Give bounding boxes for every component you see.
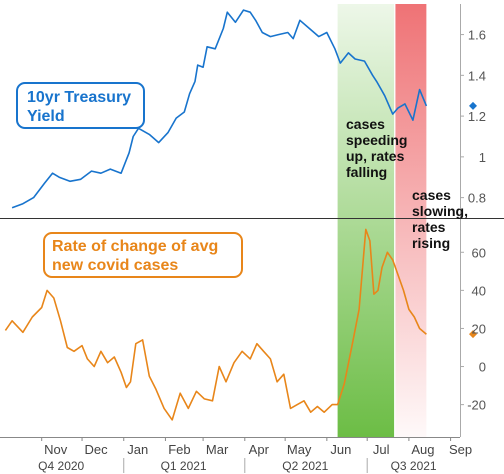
month-label: Aug [411, 442, 434, 457]
series-line-treasury [11, 9, 428, 209]
red-annotation-line3: rates [412, 219, 446, 235]
y-tick-label: 1.6 [468, 28, 486, 43]
y-tick-label: 60 [472, 245, 486, 260]
series [4, 9, 477, 421]
band-red [395, 4, 427, 437]
month-label: Feb [168, 442, 190, 457]
month-label: Jul [373, 442, 390, 457]
treasury-label-line2: Yield [27, 108, 65, 125]
green-annotation-line1: cases [346, 116, 385, 132]
tick-labels: Nov Dec Jan Feb Mar Apr May Jun Jul Aug Sep Q4 2020… [38, 28, 486, 473]
red-annotation-line1: cases [412, 187, 451, 203]
last-value-marker [469, 330, 477, 339]
month-label: Nov [44, 442, 68, 457]
series-line-covid [4, 228, 427, 421]
y-tick-label: -20 [467, 398, 486, 413]
quarter-label: Q2 2021 [282, 459, 328, 473]
quarter-label: Q3 2021 [391, 459, 437, 473]
y-tick-label: 1.2 [468, 109, 486, 124]
green-annotation-line2: speeding [346, 132, 407, 148]
y-tick-label: 0.8 [468, 191, 486, 206]
y-tick-label: 0 [479, 360, 486, 375]
month-label: Apr [249, 442, 270, 457]
y-tick-label: 1 [479, 150, 486, 165]
covid-label-box: Rate of change of avg new covid cases [43, 232, 243, 278]
red-annotation-line4: rising [412, 235, 450, 251]
green-band-annotation: cases speeding up, rates falling [346, 116, 407, 180]
red-annotation-line2: slowing, [412, 203, 468, 219]
y-tick-label: 20 [472, 321, 486, 336]
last-value-marker [469, 101, 477, 110]
month-label: Dec [84, 442, 108, 457]
month-label: Jan [127, 442, 148, 457]
covid-label-line1: Rate of change of avg [52, 238, 218, 255]
y-tick-label: 40 [472, 283, 486, 298]
treasury-label-box: 10yr Treasury Yield [16, 82, 145, 129]
green-annotation-line4: falling [346, 164, 387, 180]
month-label: Mar [206, 442, 229, 457]
month-label: May [287, 442, 312, 457]
covid-label-line2: new covid cases [52, 257, 178, 274]
green-annotation-line3: up, rates [346, 148, 405, 164]
quarter-label: Q4 2020 [38, 459, 84, 473]
axes [0, 4, 504, 473]
red-band-annotation: cases slowing, rates rising [412, 187, 468, 251]
highlight-bands [337, 4, 427, 437]
quarter-label: Q1 2021 [161, 459, 207, 473]
y-tick-label: 1.4 [468, 68, 486, 83]
month-label: Sep [449, 442, 472, 457]
month-label: Jun [330, 442, 351, 457]
treasury-label-line1: 10yr Treasury [27, 89, 131, 106]
band-green [337, 4, 395, 437]
